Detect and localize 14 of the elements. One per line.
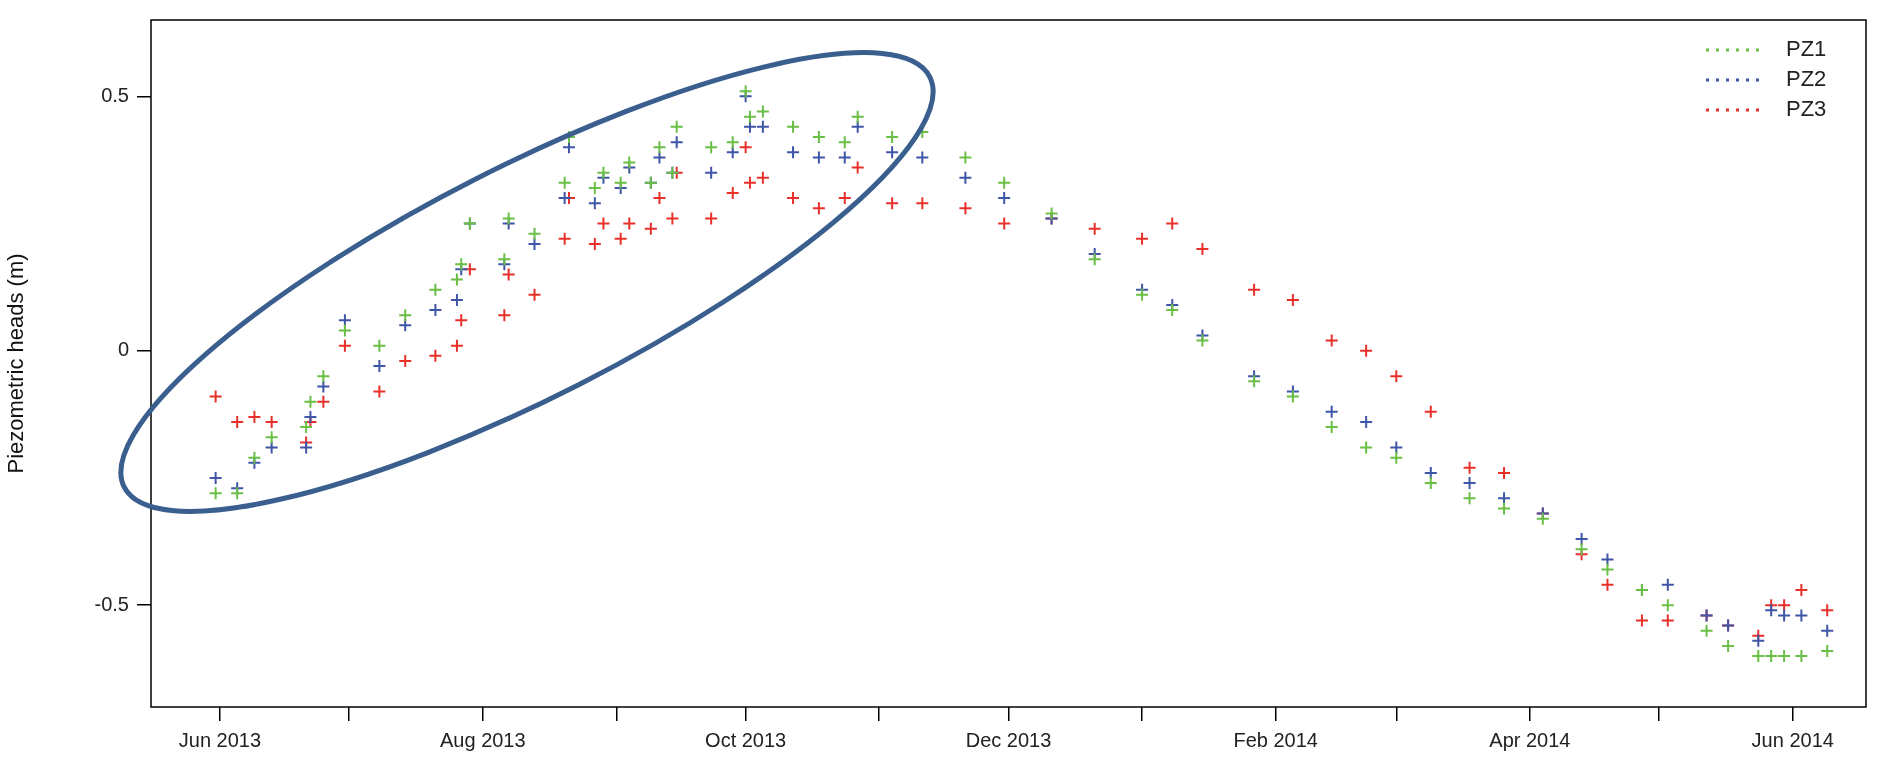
- legend-label: PZ1: [1786, 36, 1827, 62]
- y-axis-title: Piezometric heads (m): [3, 253, 29, 474]
- y-tick-label: 0: [117, 338, 129, 361]
- x-tick-label: Jun 2014: [1751, 728, 1834, 751]
- legend-label: PZ2: [1786, 66, 1827, 92]
- x-tick-label: Jun 2013: [178, 728, 262, 751]
- x-tick-label: Apr 2014: [1489, 728, 1571, 751]
- x-tick-label: Oct 2013: [705, 728, 787, 751]
- x-tick-label: Feb 2014: [1233, 728, 1318, 751]
- y-tick-label: -0.5: [94, 592, 129, 615]
- legend-label: PZ3: [1786, 96, 1827, 122]
- x-tick-label: Aug 2013: [439, 728, 526, 751]
- x-tick-label: Dec 2013: [965, 728, 1052, 751]
- y-tick-label: 0.5: [101, 83, 129, 106]
